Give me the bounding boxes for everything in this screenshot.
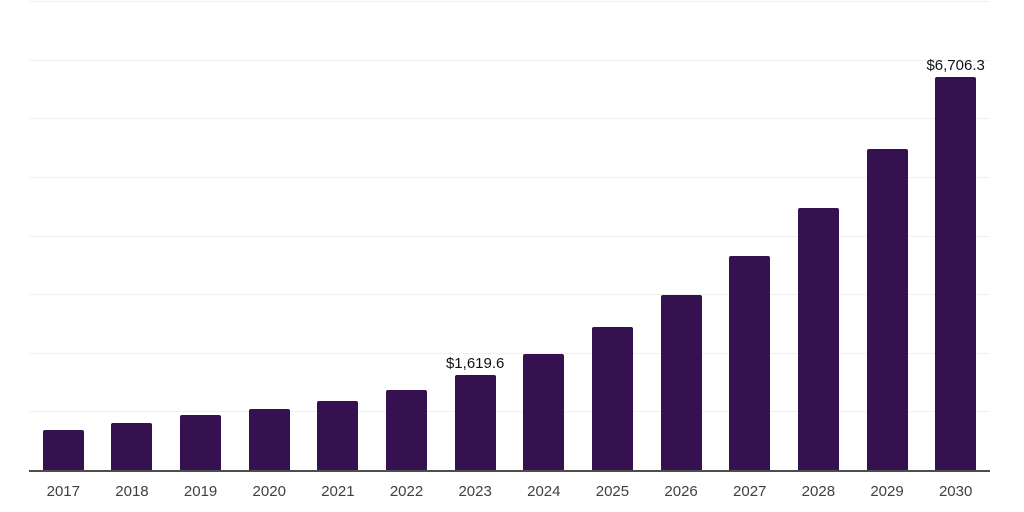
- x-axis-label: 2026: [664, 483, 698, 500]
- gridline: [29, 176, 990, 178]
- bar: $6,706.3: [926, 58, 985, 470]
- bar: [111, 422, 153, 470]
- bar-value-label: $6,706.3: [926, 56, 985, 74]
- gridline: [29, 1, 990, 2]
- x-axis-label: 2025: [595, 483, 630, 500]
- bar: [317, 401, 359, 470]
- bar-value-label: $1,619.6: [445, 355, 505, 373]
- bar: $1,619.6: [446, 356, 504, 470]
- bar: [866, 148, 908, 470]
- x-axis-line: [29, 470, 990, 472]
- bar: [729, 256, 771, 470]
- x-axis-label: 2018: [115, 483, 149, 500]
- x-axis-label: 2029: [870, 483, 904, 500]
- bar-column: [98, 1, 167, 470]
- gridline: [29, 235, 990, 237]
- gridline: [29, 294, 990, 296]
- x-axis-label: 2030: [938, 483, 973, 500]
- bar: [797, 208, 839, 470]
- x-axis-label: 2023: [458, 483, 492, 500]
- x-axis-label: 2019: [183, 483, 218, 500]
- bar-column: [235, 1, 304, 470]
- bar-column: [578, 1, 647, 470]
- bar: [42, 430, 84, 470]
- bar-column: $1,619.6: [441, 1, 510, 470]
- bar-column: [372, 1, 441, 470]
- bar: [180, 415, 222, 470]
- bar-column: [304, 1, 373, 470]
- bars-container: $1,619.6 $6,706.3: [29, 1, 990, 470]
- x-axis-label: 2024: [527, 483, 561, 500]
- gridline: [29, 411, 990, 413]
- bar: [660, 295, 702, 470]
- bar: [591, 327, 633, 470]
- gridline: [29, 118, 990, 120]
- bar-column: [509, 1, 578, 470]
- gridline: [29, 352, 990, 354]
- bar-column: [853, 1, 922, 470]
- bar: [248, 409, 290, 470]
- x-axis-label: 2022: [389, 483, 424, 500]
- x-axis-label: 2017: [46, 483, 80, 500]
- bar: [386, 390, 428, 470]
- gridline: [29, 59, 990, 61]
- bar-column: $6,706.3: [921, 1, 990, 470]
- plot-area: $1,619.6 $6,706.3: [29, 1, 990, 470]
- bar-column: [647, 1, 716, 470]
- bar-column: [784, 1, 853, 470]
- x-axis-label: 2027: [733, 483, 767, 500]
- bar-column: [166, 1, 235, 470]
- x-axis-label: 2021: [321, 483, 355, 500]
- bar-column: [29, 1, 98, 470]
- bar-column: [715, 1, 784, 470]
- x-axis-labels: 2017 2018 2019 2020 2021 2022 2023 2024 2025 2026…: [29, 483, 990, 501]
- x-axis-label: 2028: [801, 483, 836, 500]
- x-axis-label: 2020: [252, 483, 286, 500]
- bar: [523, 353, 565, 470]
